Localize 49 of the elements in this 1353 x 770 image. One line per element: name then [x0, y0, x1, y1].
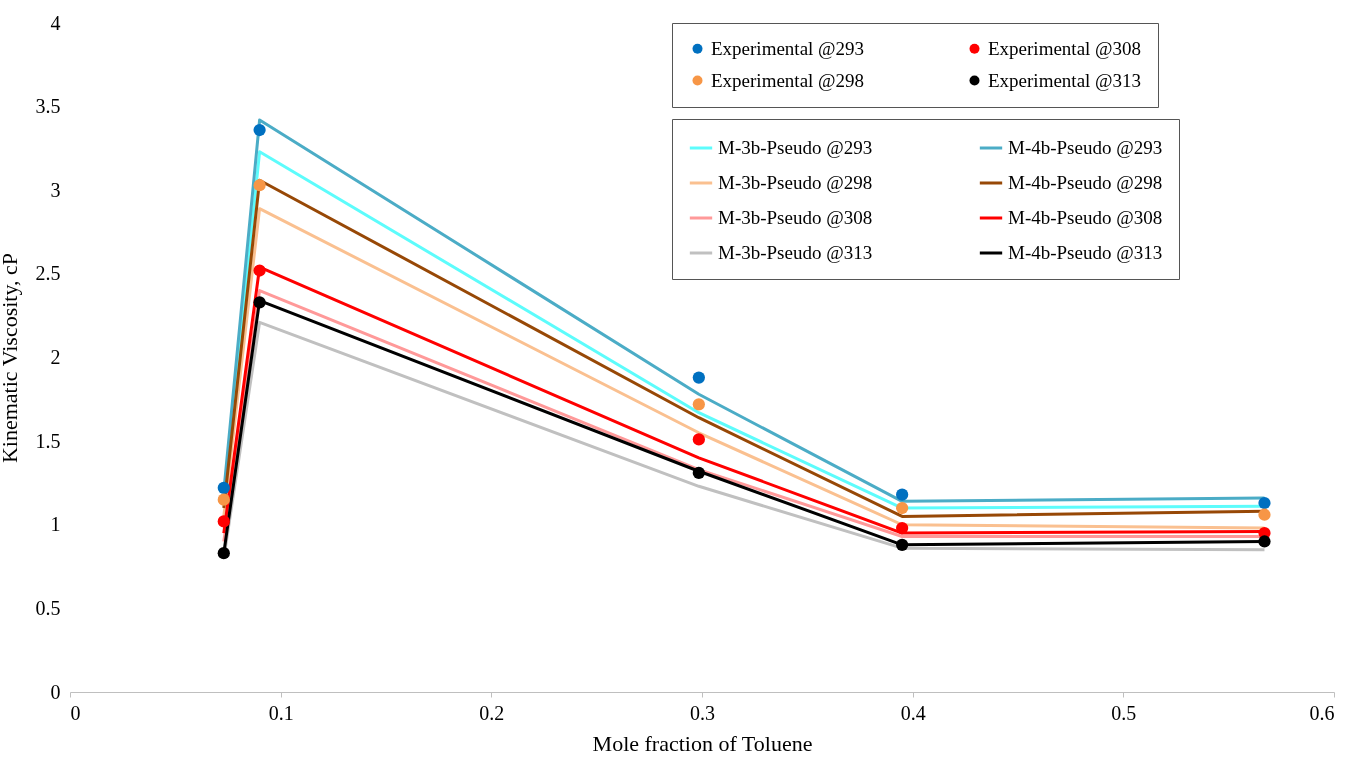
- legend-label: M-4b-Pseudo @293: [1008, 137, 1163, 158]
- x-tick-label: 0.6: [1309, 701, 1335, 724]
- legend-label: Experimental @308: [988, 37, 1142, 59]
- y-tick-label: 0: [50, 680, 61, 703]
- y-tick-label: 4: [50, 11, 61, 34]
- point: [217, 547, 230, 560]
- point: [217, 515, 230, 528]
- y-tick-label: 1.5: [35, 429, 61, 452]
- point: [692, 466, 705, 480]
- point: [692, 433, 705, 446]
- x-tick-label: 0.1: [268, 701, 294, 724]
- point: [1258, 496, 1271, 510]
- y-tick-label: 3.5: [35, 95, 61, 118]
- y-tick-label: 2.5: [35, 262, 61, 285]
- point: [692, 398, 705, 411]
- legend-label: Experimental @293: [711, 37, 865, 59]
- point: [253, 296, 266, 309]
- x-tick-label: 0.2: [479, 701, 505, 724]
- legend-label: M-3b-Pseudo @293: [718, 137, 873, 158]
- y-tick-label: 3: [50, 178, 61, 201]
- legend-label: Experimental @298: [711, 69, 865, 91]
- x-tick-label: 0.3: [690, 701, 715, 724]
- point: [253, 264, 266, 277]
- x-axis-title: Mole fraction of Toluene: [592, 730, 813, 756]
- x-tick-label: 0.4: [900, 701, 926, 724]
- legend-label: M-4b-Pseudo @298: [1008, 172, 1163, 193]
- y-axis-title: Kinematic Viscosity, cP: [0, 252, 22, 464]
- point: [1258, 508, 1271, 521]
- x-tick-label: 0: [70, 701, 81, 724]
- legend-label: M-4b-Pseudo @308: [1008, 207, 1163, 228]
- point: [896, 521, 909, 535]
- point: [896, 501, 909, 515]
- point: [253, 179, 266, 192]
- point: [253, 123, 266, 137]
- point: [896, 488, 909, 501]
- point: [1258, 535, 1271, 548]
- y-tick-label: 0.5: [35, 596, 61, 619]
- legend-label: M-3b-Pseudo @308: [718, 207, 873, 228]
- legend-label: M-3b-Pseudo @298: [718, 172, 873, 193]
- legend-label: Experimental @313: [988, 69, 1142, 91]
- point: [217, 481, 230, 495]
- point: [896, 538, 909, 551]
- x-tick-label: 0.5: [1111, 701, 1137, 724]
- point: [217, 493, 230, 506]
- legend-label: M-3b-Pseudo @313: [718, 242, 873, 263]
- y-tick-label: 2: [50, 346, 61, 368]
- legend-label: M-4b-Pseudo @313: [1008, 242, 1163, 263]
- y-tick-label: 1: [50, 513, 61, 536]
- point: [692, 371, 705, 384]
